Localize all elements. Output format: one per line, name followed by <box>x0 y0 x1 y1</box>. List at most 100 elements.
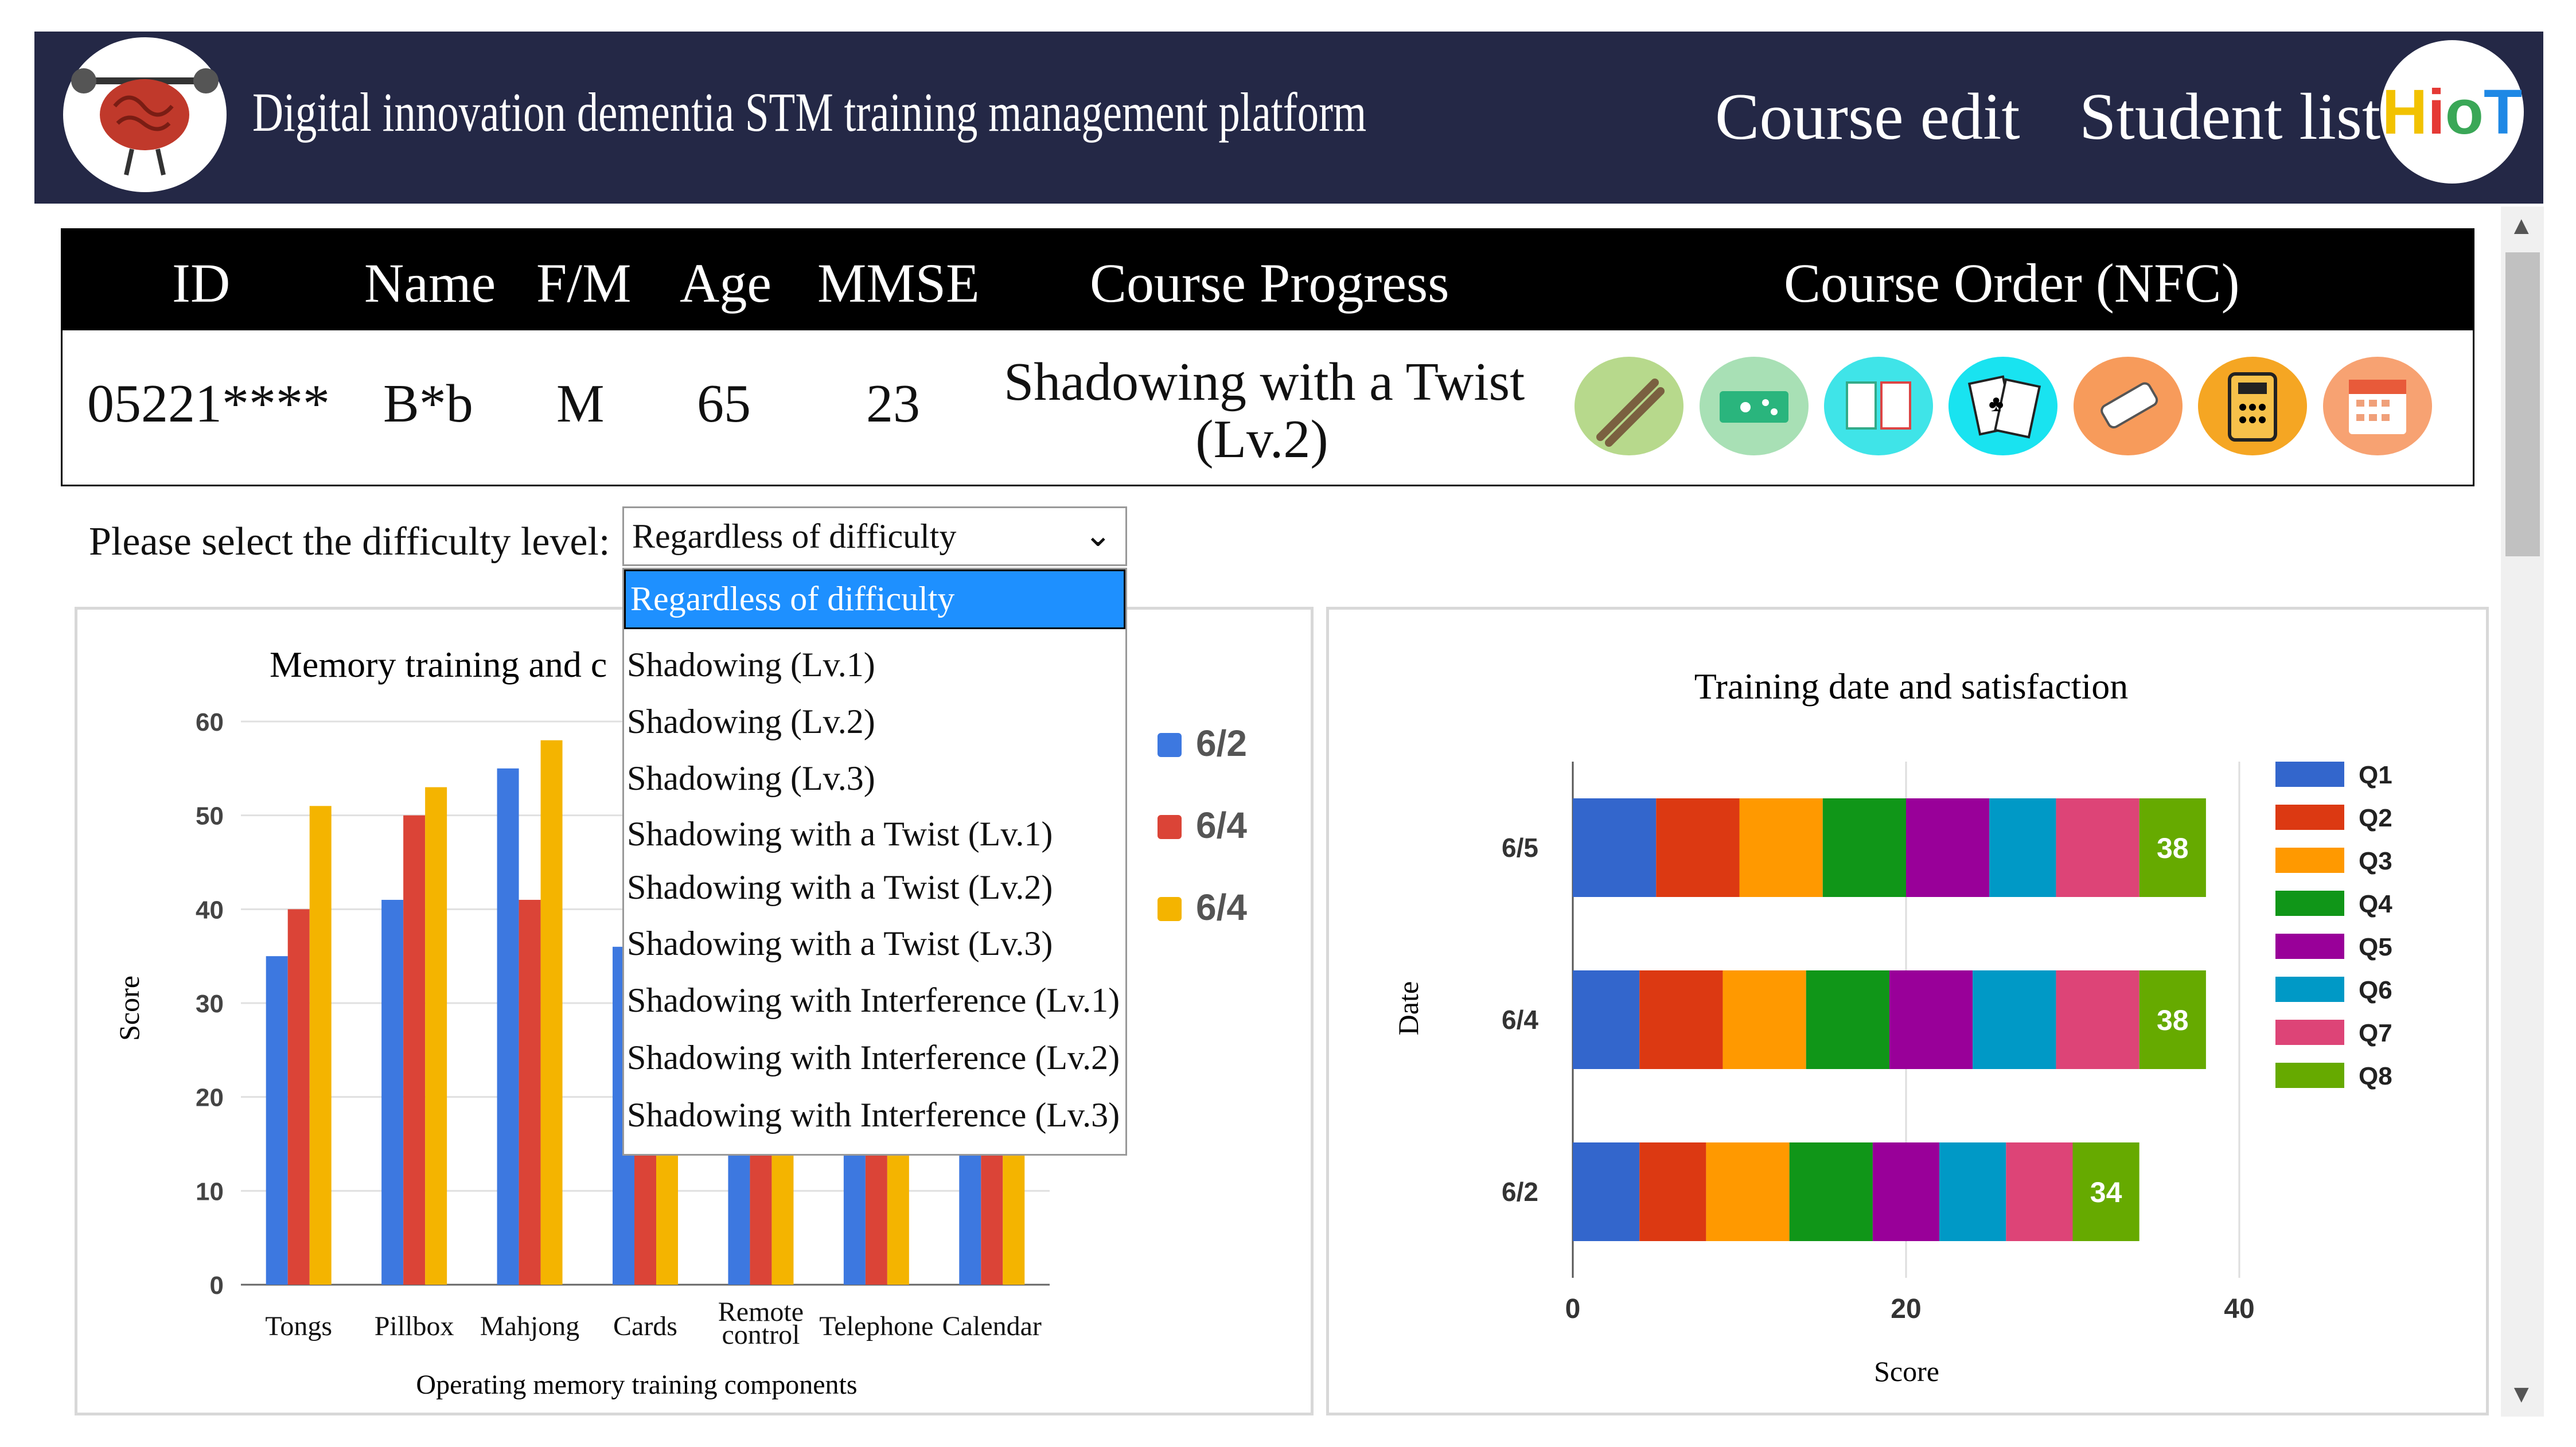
calendar-icon[interactable] <box>2323 357 2432 455</box>
stack-xtick-label: 20 <box>1891 1294 1921 1324</box>
bar-xtick-label: Pillbox <box>375 1311 454 1341</box>
nav-student-list[interactable]: Student list <box>2079 80 2381 154</box>
bar-xtick-label: Calendar <box>942 1311 1042 1341</box>
bar-legend-label: 6/4 <box>1196 887 1247 928</box>
cell-name: B*b <box>383 374 473 434</box>
nav-course-edit[interactable]: Course edit <box>1715 80 2020 154</box>
stack-ytick-label: 6/2 <box>1502 1177 1538 1207</box>
stack-segment-q6 <box>1973 970 2056 1069</box>
stack-legend-label: Q5 <box>2359 933 2392 961</box>
difficulty-option[interactable]: Shadowing (Lv.1) <box>627 646 875 684</box>
bar-pillbox-0 <box>381 899 404 1285</box>
bar-ytick-label: 0 <box>210 1272 224 1300</box>
stack-ytick-label: 6/4 <box>1502 1005 1538 1035</box>
telephone-icon[interactable] <box>2198 357 2307 455</box>
stack-segment-q1 <box>1573 798 1657 897</box>
stack-total-label: 38 <box>2157 832 2189 864</box>
bar-mahjong-1 <box>519 899 541 1285</box>
stack-chart-title: Training date and satisfaction <box>1694 666 2129 707</box>
tongs-icon[interactable] <box>1575 357 1683 455</box>
cell-progress-line1: Shadowing with a Twist <box>1004 352 1525 412</box>
bar-legend-label: 6/4 <box>1196 805 1247 846</box>
stack-legend-swatch <box>2275 891 2344 916</box>
stack-segment-q4 <box>1789 1142 1873 1241</box>
bar-ytick-label: 20 <box>196 1084 224 1112</box>
bar-chart-xlabel: Operating memory training components <box>416 1370 857 1400</box>
top-header-bar <box>34 32 2543 204</box>
stack-xtick-label: 40 <box>2224 1294 2254 1324</box>
stack-chart-ylabel: Date <box>1392 981 1424 1035</box>
bar-ytick-label: 10 <box>196 1177 224 1206</box>
bar-tongs-2 <box>309 806 332 1285</box>
difficulty-option[interactable]: Shadowing (Lv.2) <box>627 703 875 740</box>
stack-ytick-label: 6/5 <box>1502 833 1538 863</box>
difficulty-option[interactable]: Shadowing with Interference (Lv.1) <box>627 981 1120 1019</box>
cell-mmse: 23 <box>866 374 920 434</box>
stack-legend-swatch <box>2275 1020 2344 1045</box>
stack-legend-label: Q6 <box>2359 976 2392 1004</box>
remote-control-icon[interactable] <box>2074 357 2183 455</box>
col-header-course-order: Course Order (NFC) <box>1784 252 2240 314</box>
col-header-mmse: MMSE <box>817 252 980 314</box>
stack-segment-q3 <box>1739 798 1823 897</box>
stack-legend-swatch <box>2275 934 2344 959</box>
difficulty-option[interactable]: Shadowing with a Twist (Lv.2) <box>627 868 1053 906</box>
bar-ytick-label: 40 <box>196 896 224 924</box>
scroll-down-icon[interactable]: ▼ <box>2509 1380 2534 1408</box>
stack-segment-q3 <box>1722 970 1806 1069</box>
difficulty-select[interactable]: Regardless of difficulty <box>622 506 1127 566</box>
stack-legend-swatch <box>2275 1063 2344 1088</box>
difficulty-option[interactable]: Shadowing (Lv.3) <box>627 759 875 797</box>
stack-segment-q6 <box>1989 798 2056 897</box>
pillbox-icon[interactable] <box>1700 357 1809 455</box>
page-title: Digital innovation dementia STM training… <box>252 81 1367 143</box>
col-header-id: ID <box>172 252 231 314</box>
bar-xtick-label: Telephone <box>819 1311 933 1341</box>
stack-total-label: 38 <box>2157 1004 2189 1036</box>
satisfaction-stacked-chart: Training date and satisfaction Date Scor… <box>1392 666 2392 1387</box>
scroll-up-icon[interactable]: ▲ <box>2509 212 2534 240</box>
bar-legend-swatch <box>1158 815 1182 839</box>
chevron-down-icon[interactable]: ⌄ <box>1084 516 1112 553</box>
bar-xtick-label: Remote control <box>718 1297 804 1350</box>
col-header-age: Age <box>680 252 771 314</box>
bar-ytick-label: 60 <box>196 708 224 736</box>
stack-segment-q8 <box>2072 1142 2139 1241</box>
cell-progress-line2: (Lv.2) <box>1195 409 1328 469</box>
difficulty-option[interactable]: Shadowing with Interference (Lv.3) <box>627 1096 1120 1134</box>
stack-chart-xlabel: Score <box>1874 1355 1939 1387</box>
stack-segment-q4 <box>1822 798 1906 897</box>
scrollbar-thumb[interactable] <box>2505 252 2540 556</box>
difficulty-option[interactable]: Shadowing with a Twist (Lv.1) <box>627 815 1053 853</box>
stack-legend-swatch <box>2275 805 2344 830</box>
bar-mahjong-2 <box>540 740 563 1285</box>
table-header-row <box>61 228 2474 330</box>
bar-mahjong-0 <box>497 768 519 1285</box>
cards-icon[interactable]: ♣ <box>1948 357 2057 455</box>
bar-tongs-0 <box>266 956 288 1285</box>
stack-xtick-label: 0 <box>1565 1294 1581 1324</box>
stack-legend-swatch <box>2275 762 2344 787</box>
stack-legend-swatch <box>2275 848 2344 873</box>
stack-segment-q7 <box>2006 1142 2073 1241</box>
stack-segment-q7 <box>2056 970 2139 1069</box>
bar-pillbox-2 <box>425 787 447 1285</box>
stack-segment-q5 <box>1889 970 1973 1069</box>
stack-legend-label: Q4 <box>2359 890 2392 918</box>
cell-id: 05221**** <box>87 374 330 434</box>
stack-legend-label: Q2 <box>2359 804 2392 832</box>
difficulty-option[interactable]: Shadowing with Interference (Lv.2) <box>627 1039 1120 1077</box>
bar-legend-label: 6/2 <box>1196 723 1247 764</box>
difficulty-option-highlighted[interactable]: Regardless of difficulty <box>624 570 1125 629</box>
difficulty-option[interactable]: Shadowing with a Twist (Lv.3) <box>627 925 1053 962</box>
stack-segment-q2 <box>1656 798 1740 897</box>
col-header-course-progress: Course Progress <box>1090 252 1449 314</box>
bar-xtick-label: Mahjong <box>480 1311 579 1341</box>
stack-legend-label: Q1 <box>2359 761 2392 789</box>
bar-tongs-1 <box>287 909 310 1285</box>
mahjong-icon[interactable] <box>1824 357 1933 455</box>
stack-segment-q2 <box>1639 970 1723 1069</box>
bar-legend-swatch <box>1158 897 1182 921</box>
bar-ytick-label: 30 <box>196 990 224 1018</box>
